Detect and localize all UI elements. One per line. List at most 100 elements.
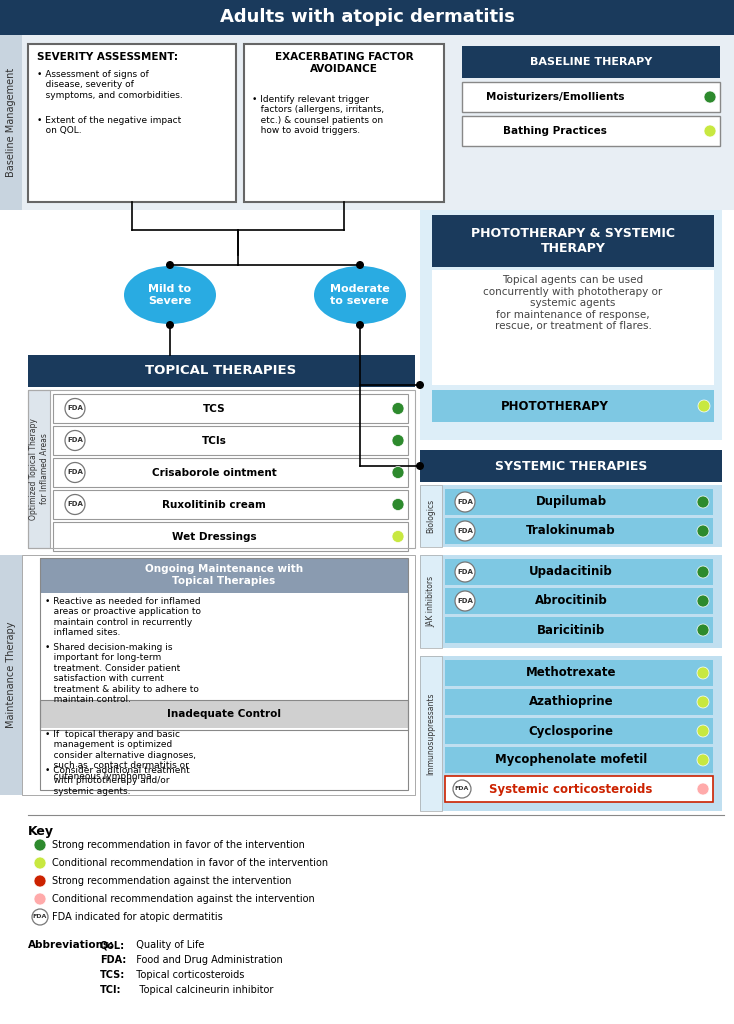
Text: SEVERITY ASSESSMENT:: SEVERITY ASSESSMENT: [37,52,178,62]
Text: FDA: FDA [67,406,83,412]
Text: TCS:: TCS: [100,970,126,980]
Text: Food and Drug Administration: Food and Drug Administration [130,955,283,965]
Circle shape [32,909,48,925]
Bar [420,485,442,547]
Circle shape [392,434,404,446]
Text: FDA: FDA [455,786,469,792]
Bar [53,458,408,487]
Circle shape [455,591,475,611]
Circle shape [392,499,404,511]
Bar [53,490,408,519]
Text: QoL:: QoL: [100,940,125,950]
Circle shape [697,624,709,636]
Bar [244,44,444,202]
Circle shape [697,725,709,737]
Circle shape [697,525,709,537]
Circle shape [166,261,174,269]
Circle shape [356,261,364,269]
Text: FDA: FDA [457,569,473,575]
Circle shape [455,521,475,541]
Circle shape [697,783,709,795]
Bar [0,0,734,35]
Text: • Identify relevant trigger
   factors (allergens, irritants,
   etc.) & counsel: • Identify relevant trigger factors (all… [252,95,384,135]
Circle shape [34,893,46,905]
Bar [40,558,408,593]
Circle shape [34,857,46,869]
Text: Cyclosporine: Cyclosporine [528,725,614,737]
Text: Optimized Topical Therapy
for Inflamed Areas: Optimized Topical Therapy for Inflamed A… [29,418,48,520]
Text: Dupilumab: Dupilumab [535,496,606,509]
Text: Topical corticosteroids: Topical corticosteroids [130,970,244,980]
Text: Abrocitinib: Abrocitinib [534,595,607,607]
Text: Biologics: Biologics [426,499,435,534]
Bar [0,35,22,210]
Circle shape [697,754,709,766]
Text: • If  topical therapy and basic
   management is optimized
   consider alternati: • If topical therapy and basic managemen… [45,730,196,780]
Text: Wet Dressings: Wet Dressings [172,531,256,542]
Bar [462,46,720,78]
Text: PHOTOTHERAPY: PHOTOTHERAPY [501,399,609,413]
Text: Inadequate Control: Inadequate Control [167,709,281,719]
Text: Moderate
to severe: Moderate to severe [330,285,390,306]
Text: • Shared decision-making is
   important for long-term
   treatment. Consider pa: • Shared decision-making is important fo… [45,643,199,705]
Circle shape [356,321,364,329]
Bar [445,718,713,744]
Text: Immunosuppressants: Immunosuppressants [426,692,435,775]
Text: Ruxolitinib cream: Ruxolitinib cream [162,500,266,510]
Circle shape [704,125,716,137]
Bar [445,489,713,515]
Text: TCI:: TCI: [100,985,122,995]
Text: Conditional recommendation in favor of the intervention: Conditional recommendation in favor of t… [52,858,328,868]
Circle shape [697,667,709,679]
Text: Systemic corticosteroids: Systemic corticosteroids [490,782,653,796]
Circle shape [697,496,709,508]
Bar [445,660,713,686]
Text: BASELINE THERAPY: BASELINE THERAPY [530,57,652,67]
Circle shape [453,780,471,798]
Bar [432,270,714,385]
Text: FDA:: FDA: [100,955,126,965]
Text: • Consider additional treatment
   with phototherapy and/or
   systemic agents.: • Consider additional treatment with pho… [45,766,190,796]
Bar [40,700,408,728]
Text: TCIs: TCIs [202,435,226,445]
Circle shape [455,562,475,582]
Text: Conditional recommendation against the intervention: Conditional recommendation against the i… [52,894,315,904]
Text: Tralokinumab: Tralokinumab [526,524,616,538]
Text: Key: Key [28,825,54,838]
Text: Bathing Practices: Bathing Practices [503,126,607,136]
Circle shape [392,467,404,478]
Circle shape [697,595,709,607]
Ellipse shape [314,266,406,324]
Circle shape [698,400,710,412]
Text: SYSTEMIC THERAPIES: SYSTEMIC THERAPIES [495,460,647,472]
Text: Strong recommendation in favor of the intervention: Strong recommendation in favor of the in… [52,840,305,850]
Bar [420,485,722,547]
Bar [420,555,722,648]
Circle shape [34,839,46,851]
Bar [445,617,713,643]
Circle shape [697,566,709,578]
Bar [445,588,713,614]
Text: • Extent of the negative impact
   on QOL.: • Extent of the negative impact on QOL. [37,116,181,135]
Circle shape [166,321,174,329]
Bar [28,390,50,548]
Text: FDA: FDA [67,469,83,475]
Text: Baricitinib: Baricitinib [537,624,605,637]
Circle shape [65,430,85,451]
Text: FDA: FDA [457,528,473,534]
Bar [28,355,415,387]
Circle shape [455,492,475,512]
Text: FDA: FDA [33,914,47,920]
Circle shape [416,381,424,389]
Bar [445,689,713,715]
Text: Moisturizers/Emollients: Moisturizers/Emollients [486,92,624,102]
Bar [462,116,720,146]
Text: Mycophenolate mofetil: Mycophenolate mofetil [495,754,647,767]
Circle shape [34,874,46,887]
Bar [420,555,442,648]
Bar [462,82,720,112]
Circle shape [65,463,85,482]
Text: • Reactive as needed for inflamed
   areas or proactive application to
   mainta: • Reactive as needed for inflamed areas … [45,597,201,637]
Bar [420,656,442,811]
Text: Azathioprine: Azathioprine [528,695,614,709]
